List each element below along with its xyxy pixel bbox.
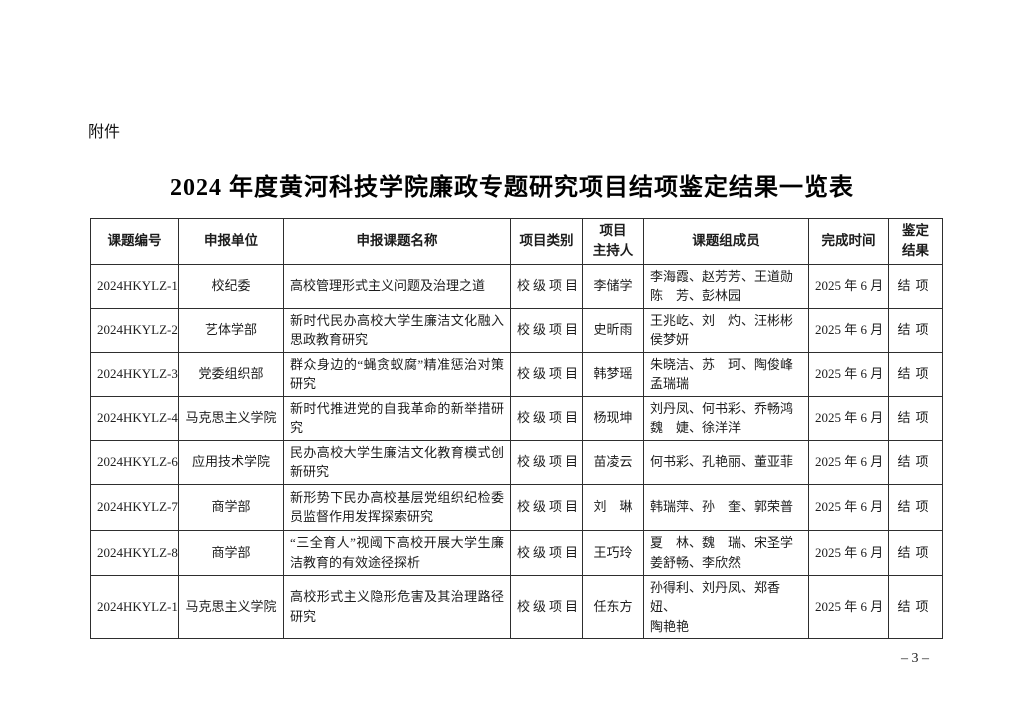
cell-leader: 王巧玲 — [582, 529, 644, 576]
cell-project-title: 新时代民办高校大学生廉洁文化融入思政教育研究 — [283, 307, 511, 353]
cell-unit: 党委组织部 — [178, 351, 284, 397]
cell-project-id: 2024HKYLZ-10 — [90, 574, 179, 639]
cell-project-id: 2024HKYLZ-3 — [90, 351, 179, 397]
cell-leader: 李储学 — [582, 263, 644, 309]
header-row: 课题编号 申报单位 申报课题名称 项目类别 项目 主持人 课题组成员 完成时间 … — [90, 218, 943, 265]
cell-leader: 苗凌云 — [582, 439, 644, 485]
cell-result: 结项 — [888, 574, 943, 639]
cell-project-type: 校级项目 — [510, 351, 583, 397]
cell-completion-date: 2025 年 6 月 — [808, 439, 889, 485]
cell-project-id: 2024HKYLZ-1 — [90, 263, 179, 309]
table-row: 2024HKYLZ-3 党委组织部 群众身边的“蝇贪蚁腐”精准惩治对策研究 校级… — [90, 351, 943, 397]
table-row: 2024HKYLZ-1 校纪委 高校管理形式主义问题及治理之道 校级项目 李储学… — [90, 263, 943, 309]
col-header-result: 鉴定 结果 — [888, 218, 943, 265]
cell-leader: 任东方 — [582, 574, 644, 639]
col-header-completion-date: 完成时间 — [808, 218, 889, 265]
cell-members: 孙得利、刘丹凤、郑香妞、 陶艳艳 — [643, 574, 809, 639]
cell-leader: 韩梦瑶 — [582, 351, 644, 397]
cell-members: 何书彩、孔艳丽、董亚菲 — [643, 439, 809, 485]
cell-result: 结项 — [888, 263, 943, 309]
cell-completion-date: 2025 年 6 月 — [808, 307, 889, 353]
table-row: 2024HKYLZ-10 马克思主义学院 高校形式主义隐形危害及其治理路径研究 … — [90, 574, 943, 639]
cell-project-type: 校级项目 — [510, 263, 583, 309]
document-title: 2024 年度黄河科技学院廉政专题研究项目结项鉴定结果一览表 — [170, 175, 854, 201]
cell-completion-date: 2025 年 6 月 — [808, 529, 889, 576]
cell-leader: 杨现坤 — [582, 395, 644, 441]
col-header-unit: 申报单位 — [178, 218, 284, 265]
cell-leader: 刘 琳 — [582, 483, 644, 531]
cell-members: 夏 林、魏 瑞、宋圣学 姜舒畅、李欣然 — [643, 529, 809, 576]
cell-unit: 应用技术学院 — [178, 439, 284, 485]
table-row: 2024HKYLZ-7 商学部 新形势下民办高校基层党组织纪检委员监督作用发挥探… — [90, 483, 943, 531]
cell-result: 结项 — [888, 351, 943, 397]
cell-project-title: 高校管理形式主义问题及治理之道 — [283, 263, 511, 309]
attachment-label: 附件 — [88, 124, 121, 141]
cell-completion-date: 2025 年 6 月 — [808, 351, 889, 397]
cell-completion-date: 2025 年 6 月 — [808, 574, 889, 639]
cell-project-title: “三全育人”视阈下高校开展大学生廉洁教育的有效途径探析 — [283, 529, 511, 576]
table-row: 2024HKYLZ-4 马克思主义学院 新时代推进党的自我革命的新举措研究 校级… — [90, 395, 943, 441]
cell-members: 刘丹凤、何书彩、乔畅鸿 魏 婕、徐洋洋 — [643, 395, 809, 441]
cell-result: 结项 — [888, 307, 943, 353]
table-row: 2024HKYLZ-8 商学部 “三全育人”视阈下高校开展大学生廉洁教育的有效途… — [90, 529, 943, 576]
cell-completion-date: 2025 年 6 月 — [808, 263, 889, 309]
col-header-leader: 项目 主持人 — [582, 218, 644, 265]
cell-unit: 商学部 — [178, 529, 284, 576]
cell-unit: 商学部 — [178, 483, 284, 531]
cell-project-id: 2024HKYLZ-4 — [90, 395, 179, 441]
col-header-members: 课题组成员 — [643, 218, 809, 265]
cell-project-type: 校级项目 — [510, 574, 583, 639]
col-header-project-title: 申报课题名称 — [283, 218, 511, 265]
cell-project-title: 高校形式主义隐形危害及其治理路径研究 — [283, 574, 511, 639]
col-header-project-type: 项目类别 — [510, 218, 583, 265]
cell-project-title: 群众身边的“蝇贪蚁腐”精准惩治对策研究 — [283, 351, 511, 397]
cell-unit: 马克思主义学院 — [178, 574, 284, 639]
cell-result: 结项 — [888, 395, 943, 441]
cell-project-title: 新形势下民办高校基层党组织纪检委员监督作用发挥探索研究 — [283, 483, 511, 531]
cell-project-type: 校级项目 — [510, 439, 583, 485]
cell-members: 韩瑞萍、孙 奎、郭荣普 — [643, 483, 809, 531]
table-row: 2024HKYLZ-6 应用技术学院 民办高校大学生廉洁文化教育模式创新研究 校… — [90, 439, 943, 485]
cell-result: 结项 — [888, 439, 943, 485]
cell-project-title: 民办高校大学生廉洁文化教育模式创新研究 — [283, 439, 511, 485]
cell-unit: 马克思主义学院 — [178, 395, 284, 441]
cell-result: 结项 — [888, 529, 943, 576]
cell-members: 朱晓洁、苏 珂、陶俊峰 孟瑞瑞 — [643, 351, 809, 397]
cell-unit: 艺体学部 — [178, 307, 284, 353]
cell-project-type: 校级项目 — [510, 307, 583, 353]
cell-project-type: 校级项目 — [510, 483, 583, 531]
cell-unit: 校纪委 — [178, 263, 284, 309]
cell-completion-date: 2025 年 6 月 — [808, 483, 889, 531]
cell-project-id: 2024HKYLZ-8 — [90, 529, 179, 576]
cell-project-title: 新时代推进党的自我革命的新举措研究 — [283, 395, 511, 441]
cell-project-type: 校级项目 — [510, 529, 583, 576]
cell-leader: 史昕雨 — [582, 307, 644, 353]
cell-completion-date: 2025 年 6 月 — [808, 395, 889, 441]
cell-project-id: 2024HKYLZ-6 — [90, 439, 179, 485]
results-table: 课题编号 申报单位 申报课题名称 项目类别 项目 主持人 课题组成员 完成时间 … — [90, 218, 943, 639]
cell-members: 李海霞、赵芳芳、王道勋 陈 芳、彭林园 — [643, 263, 809, 309]
cell-members: 王兆屹、刘 灼、汪彬彬 侯梦妍 — [643, 307, 809, 353]
cell-result: 结项 — [888, 483, 943, 531]
cell-project-type: 校级项目 — [510, 395, 583, 441]
table-row: 2024HKYLZ-2 艺体学部 新时代民办高校大学生廉洁文化融入思政教育研究 … — [90, 307, 943, 353]
cell-project-id: 2024HKYLZ-2 — [90, 307, 179, 353]
cell-project-id: 2024HKYLZ-7 — [90, 483, 179, 531]
col-header-project-id: 课题编号 — [90, 218, 179, 265]
page-number: – 3 – — [901, 651, 929, 666]
